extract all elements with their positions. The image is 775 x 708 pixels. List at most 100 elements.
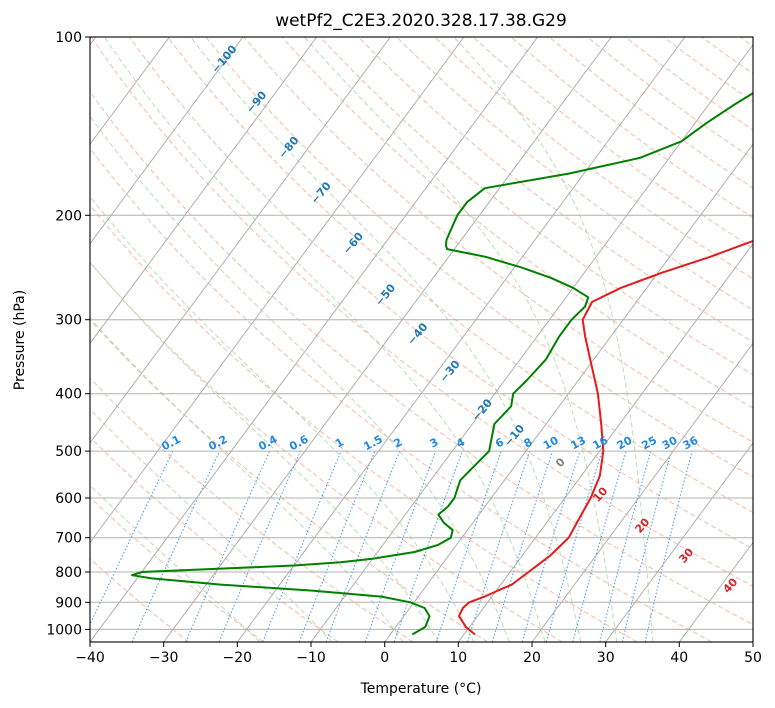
dry-adiabat-line: [548, 37, 753, 189]
mixing-ratio-line: [545, 450, 603, 642]
dry-adiabat-label: −70: [308, 179, 334, 206]
mixing-ratio-line: [218, 450, 301, 642]
mixing-ratio-label: 25: [639, 434, 659, 453]
moist-adiabat-line: [103, 37, 546, 642]
dry-adiabat-line: [90, 436, 339, 642]
dry-adiabat-label: −20: [469, 396, 495, 423]
dry-adiabat-line: [434, 37, 753, 280]
mixing-ratio-label: 13: [568, 434, 588, 453]
isotherm-line: [90, 37, 244, 245]
isotherm-line: [90, 37, 465, 544]
y-tick-label: 100: [55, 30, 82, 46]
mixing-ratio-label: 0.6: [287, 433, 311, 454]
x-tick-label: −20: [223, 650, 253, 666]
dry-adiabat-line: [90, 319, 488, 642]
dry-adiabat-line: [243, 37, 753, 443]
mixing-ratio-label: 10: [541, 434, 561, 453]
chart-title: wetPf2_C2E3.2020.328.17.38.G29: [275, 11, 567, 31]
dry-adiabat-label: −100: [209, 42, 240, 75]
mixing-ratio-line: [90, 450, 174, 626]
dry-adiabat-line: [90, 377, 414, 642]
dry-adiabat-line: [739, 37, 753, 47]
mixing-ratio-line: [644, 450, 693, 642]
moist-adiabat-label: 10: [590, 484, 610, 504]
mixing-ratio-label: 16: [591, 434, 611, 453]
moist-adiabat-line: [90, 261, 439, 642]
y-axis-label: Pressure (hPa): [12, 290, 28, 390]
dry-adiabat-line: [90, 261, 563, 642]
mixing-ratio-label: 36: [681, 434, 701, 453]
moist-adiabat-line: [90, 408, 333, 642]
mixing-ratio-label: 1.5: [361, 433, 384, 454]
y-tick-label: 400: [55, 387, 82, 403]
mixing-ratio-label: 0.2: [206, 433, 229, 454]
mixing-ratio-line: [491, 450, 553, 642]
dry-adiabat-label: −80: [276, 134, 302, 161]
dry-adiabat-line: [701, 37, 753, 75]
dry-adiabat-line: [90, 90, 753, 626]
mixing-ratio-label: 2: [392, 435, 405, 450]
isotherm-line: [531, 342, 753, 642]
mixing-ratio-label: 20: [615, 434, 635, 453]
moist-adiabat-line: [90, 115, 510, 642]
isotherm-line: [310, 43, 753, 642]
dry-adiabat-line: [90, 147, 712, 642]
x-tick-label: −10: [296, 650, 326, 666]
dry-adiabat-line: [396, 37, 753, 311]
isotherm-line: [90, 37, 539, 642]
mixing-ratio-label: 8: [522, 435, 535, 450]
y-tick-label: 700: [55, 531, 82, 547]
y-tick-label: 200: [55, 208, 82, 224]
dry-adiabat-line: [129, 37, 753, 550]
dry-adiabat-label: −10: [501, 422, 527, 449]
dewpoint-profile: [131, 92, 753, 636]
mixing-ratio-line: [364, 450, 437, 642]
series-group: [131, 92, 753, 636]
moist-adiabat-label: 30: [676, 545, 696, 565]
isotherm-line: [90, 37, 391, 444]
dry-adiabat-line: [358, 37, 753, 343]
dry-adiabat-line: [90, 204, 638, 642]
dry-adiabat-line: [90, 496, 264, 642]
dry-adiabat-label: −90: [244, 88, 270, 115]
line-labels: 0.1 0.2 0.4 0.6 1 1.5 2 3 4 6 8 10 13 16 20 25 30 36−100−…: [159, 42, 740, 595]
isotherm-line: [457, 242, 753, 642]
x-tick-label: 0: [380, 650, 389, 666]
y-tick-label: 900: [55, 595, 82, 611]
mixing-ratio-line: [435, 450, 502, 642]
mixing-ratio-line: [599, 450, 652, 642]
isotherm-line: [752, 641, 753, 642]
dry-adiabat-line: [167, 37, 753, 514]
isotherm-line: [678, 541, 753, 642]
isotherm-line: [605, 442, 753, 642]
mixing-ratio-line: [467, 450, 531, 642]
x-tick-label: −30: [149, 650, 179, 666]
dry-adiabat-line: [472, 37, 753, 249]
mixing-ratio-line: [621, 450, 672, 642]
y-tick-label: 600: [55, 491, 82, 507]
background-lines: [90, 37, 753, 642]
x-tick-label: 50: [744, 650, 762, 666]
mixing-ratio-line: [393, 450, 463, 642]
axes: −40 −30 −20 −10 0 10 20 30 40 5010020030040050060…: [46, 30, 762, 666]
mixing-ratio-line: [131, 450, 221, 642]
isotherm-line: [163, 37, 612, 642]
plot-frame: [89, 36, 754, 643]
y-tick-label: 800: [55, 565, 82, 581]
x-tick-label: 40: [670, 650, 688, 666]
y-tick-label: 1000: [46, 622, 82, 638]
moist-adiabat-line: [90, 317, 404, 642]
mixing-ratio-line: [325, 450, 401, 642]
mixing-ratio-line: [262, 450, 342, 642]
isotherm-line: [90, 37, 170, 146]
mixing-ratio-label: 0.1: [159, 433, 182, 454]
moist-adiabat-label: 0: [553, 455, 568, 470]
mixing-ratio-line: [572, 450, 627, 642]
moist-adiabat-line: [453, 37, 654, 642]
y-tick-label: 500: [55, 444, 82, 460]
mixing-ratio-label: 30: [660, 434, 680, 453]
dry-adiabat-line: [510, 37, 753, 219]
dry-adiabat-label: −50: [373, 281, 399, 308]
y-tick-label: 300: [55, 313, 82, 329]
